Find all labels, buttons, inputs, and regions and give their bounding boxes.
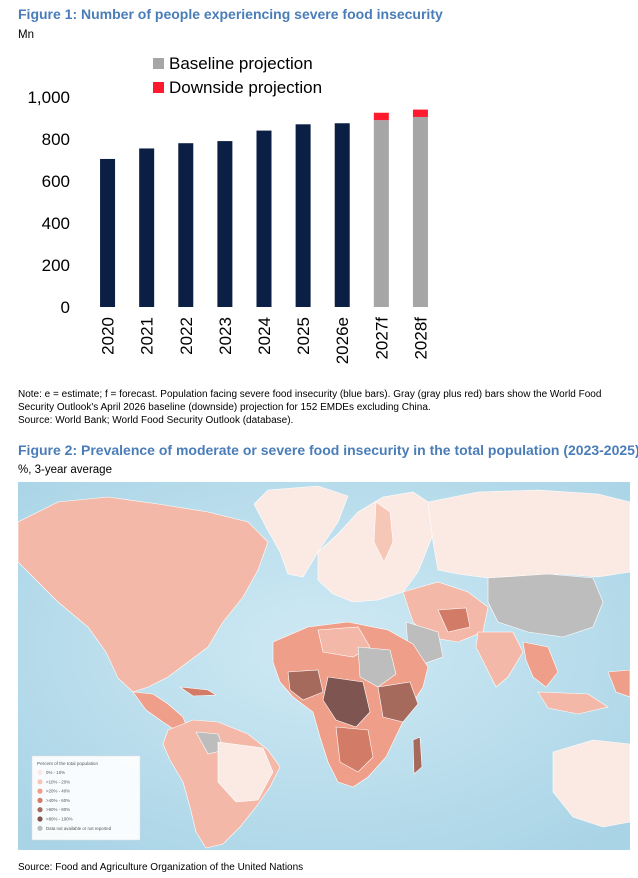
scandinavia-shape: [373, 501, 394, 563]
legend-swatch: [153, 82, 164, 93]
figure1-unit-label: Mn: [18, 29, 34, 41]
map-legend-box: [31, 755, 141, 841]
figure1-title: Figure 1: Number of people experiencing …: [18, 6, 443, 22]
y-tick-label: 800: [42, 130, 70, 149]
map-legend-swatch: [37, 779, 43, 785]
x-tick-label: 2027f: [372, 317, 391, 360]
x-tick-label: 2024: [255, 317, 274, 355]
map-legend-swatch: [37, 816, 43, 822]
map-legend-swatch: [37, 807, 43, 813]
bar-observed-2025: [295, 124, 311, 307]
bar-baseline-projection-2028f: [412, 116, 428, 307]
figure1-note: Note: e = estimate; f = forecast. Popula…: [18, 388, 622, 427]
map-legend-label: 0% - 10%: [46, 770, 65, 775]
greenland-shape: [253, 485, 349, 578]
madagascar-shape: [412, 736, 423, 775]
russia-shape: [427, 489, 630, 581]
bar-observed-2026e: [334, 123, 350, 307]
x-tick-label: 2021: [138, 317, 157, 355]
bar-observed-2023: [217, 141, 233, 307]
map-legend-swatch: [37, 825, 43, 831]
y-tick-label: 600: [42, 172, 70, 191]
figure1-y-axis: 0 200 400 600 800 1,000: [27, 88, 70, 317]
map-legend-swatch: [37, 797, 43, 803]
y-tick-label: 1,000: [27, 88, 70, 107]
map-legend-label: Data not available or not reported: [46, 826, 112, 831]
afghanistan-shape: [437, 607, 471, 633]
map-legend: Percent of the total population 0% - 10%…: [31, 755, 141, 841]
map-legend-label: >60% - 80%: [46, 807, 70, 812]
x-tick-label: 2028f: [411, 317, 430, 360]
india-shape: [475, 631, 524, 688]
southern-africa-shape: [335, 726, 374, 773]
central-africa-shape: [322, 676, 371, 728]
x-tick-label: 2022: [177, 317, 196, 355]
map-legend-items: 0% - 10% >10% - 20% >20% - 40% >40% - 60% >6…: [37, 769, 112, 831]
bar-downside-projection-2028f: [412, 109, 428, 117]
figure1-legend: Baseline projection Downside projection: [153, 55, 322, 97]
figure1-bars: [100, 109, 428, 307]
north-america-shape: [18, 496, 269, 693]
map-legend-label: >40% - 60%: [46, 798, 70, 803]
southeast-asia-shape: [522, 641, 559, 688]
map-legend-label: >20% - 40%: [46, 789, 70, 794]
bar-observed-2020: [100, 158, 116, 307]
east-africa-shape: [377, 681, 419, 723]
sudan-region-shape: [357, 646, 397, 688]
bar-baseline-projection-2027f: [373, 120, 389, 307]
y-tick-label: 0: [61, 298, 70, 317]
map-legend-label: >10% - 20%: [46, 779, 70, 784]
figure2-title: Figure 2: Prevalence of moderate or seve…: [18, 442, 638, 458]
caribbean-shape: [179, 686, 217, 697]
west-africa-shape: [287, 669, 324, 701]
x-tick-label: 2025: [294, 317, 313, 355]
y-tick-label: 400: [42, 214, 70, 233]
australia-shape: [552, 739, 630, 828]
brazil-shape: [217, 741, 274, 803]
figure2-source-text: Source: Food and Agriculture Organizatio…: [18, 862, 304, 873]
map-legend-swatch: [37, 769, 43, 776]
oceania-islands-shape: [607, 669, 630, 698]
bar-observed-2022: [178, 143, 194, 307]
bar-observed-2021: [139, 148, 155, 307]
indonesia-shape: [537, 691, 609, 715]
x-tick-label: 2020: [99, 317, 118, 355]
figure1-note-line: Note: e = estimate; f = forecast. Popula…: [18, 389, 602, 400]
map-legend-title: Percent of the total population: [37, 761, 98, 766]
figure2-unit-label: %, 3-year average: [18, 464, 112, 476]
x-tick-label: 2026e: [333, 317, 352, 364]
y-tick-label: 200: [42, 256, 70, 275]
figure1-bar-chart: Baseline projection Downside projection 0…: [27, 55, 431, 365]
food-insecurity-world-map: Percent of the total population 0% - 10%…: [18, 482, 630, 850]
bar-observed-2024: [256, 130, 272, 307]
map-legend-swatch: [37, 788, 43, 794]
figure1-source: Source: World Bank; World Food Security …: [18, 415, 294, 426]
figure1-note-line: Security Outlook's April 2026 baseline (…: [18, 402, 431, 413]
figure2-source: Source: Food and Agriculture Organizatio…: [18, 861, 622, 874]
legend-label: Downside projection: [169, 78, 322, 97]
legend-swatch: [153, 58, 164, 69]
legend-label: Baseline projection: [169, 55, 313, 73]
x-tick-label: 2023: [216, 317, 235, 355]
china-shape: [487, 573, 604, 638]
bar-downside-projection-2027f: [373, 112, 389, 121]
map-legend-label: >80% - 100%: [46, 817, 73, 822]
figure1-x-axis: 2020 2021 2022 2023 2024 2025 2026e 2027f 2028f: [99, 317, 431, 365]
